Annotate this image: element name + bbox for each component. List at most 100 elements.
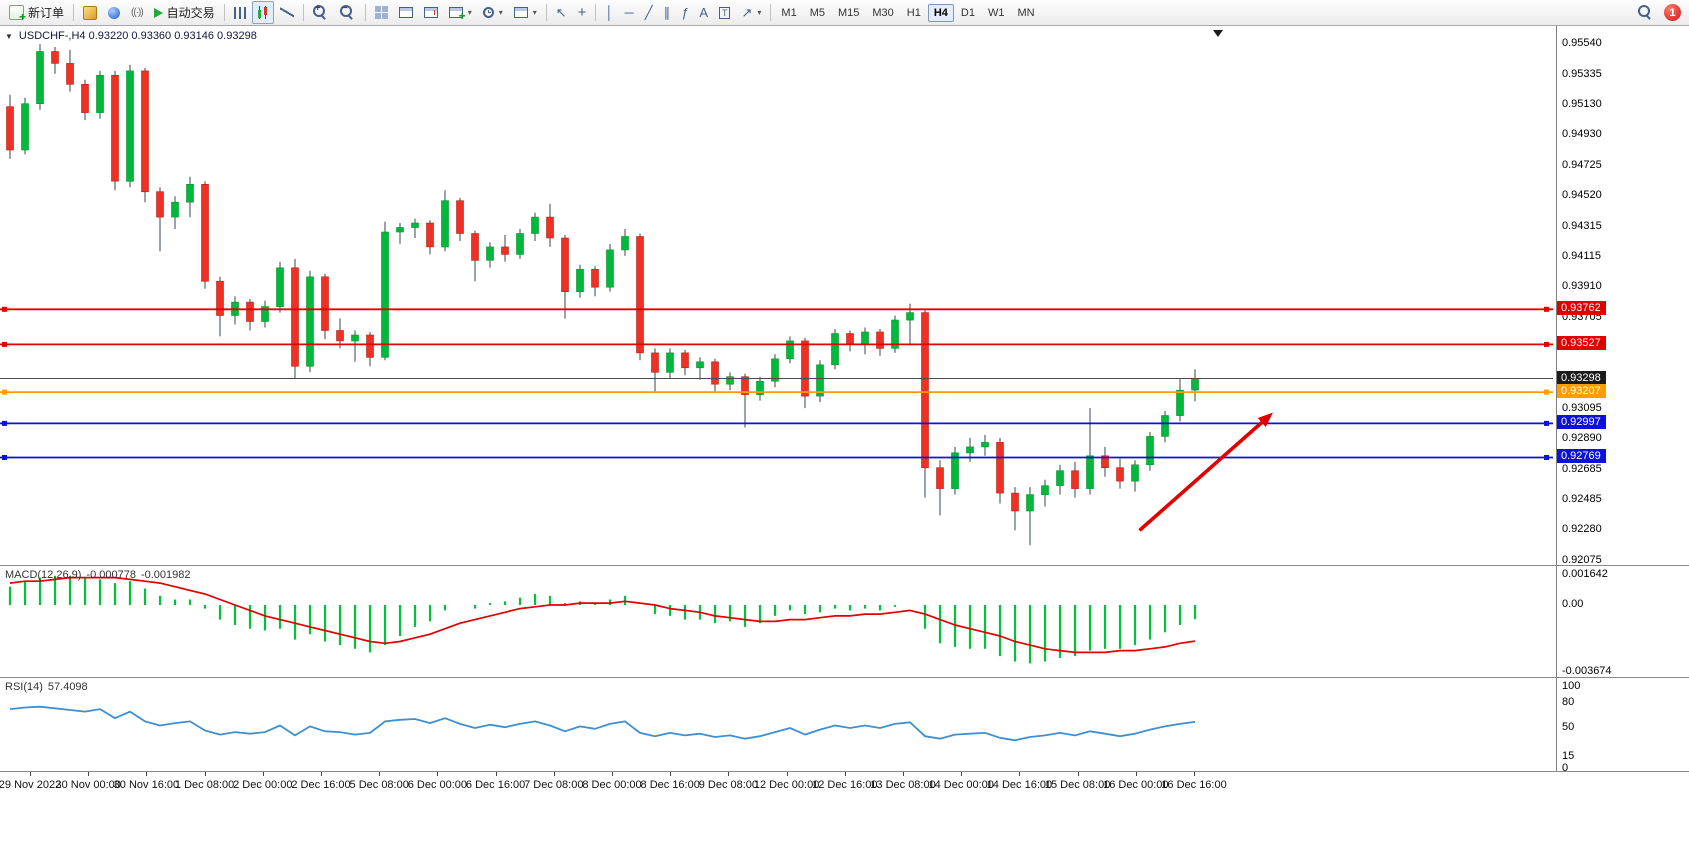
tile-windows-button[interactable] (370, 1, 393, 24)
new-order-icon (9, 5, 26, 24)
price-axis-label: 0.92280 (1562, 523, 1602, 536)
timeframe-m1-button[interactable]: M1 (781, 6, 797, 19)
bullish-candle-body (1056, 470, 1064, 486)
channel-button[interactable]: ∥ (659, 1, 676, 24)
bearish-candle-body (141, 70, 149, 193)
line-price-tag: 0.93207 (1557, 384, 1606, 399)
chart-window: 0.95540 0.95335 0.95130 0.94930 0.94725 0.945… (0, 26, 1689, 864)
chart-menu-icon[interactable]: ▼ (5, 31, 13, 41)
bullish-candle-body (606, 249, 614, 288)
bearish-candle-body (876, 331, 884, 349)
periods-button[interactable]: ▾ (478, 1, 508, 24)
line-handle[interactable] (2, 306, 7, 312)
chart-shift-button[interactable] (419, 1, 443, 24)
trendline-button[interactable]: ╱ (640, 1, 658, 24)
arrows-button[interactable]: ↗ ▾ (736, 1, 766, 24)
candlestick-chart[interactable] (0, 26, 1556, 565)
vertical-line-button[interactable]: │ (600, 1, 618, 24)
time-axis-tick (1019, 772, 1021, 776)
line-handle[interactable] (1544, 389, 1549, 395)
toolbar-separator (73, 4, 75, 21)
line-handle[interactable] (1544, 420, 1549, 426)
timeframe-mn-button[interactable]: MN (1017, 6, 1035, 19)
zoom-in-button[interactable] (308, 1, 334, 24)
main-chart-panel[interactable]: 0.95540 0.95335 0.95130 0.94930 0.94725 0.945… (0, 26, 1689, 566)
line-handle[interactable] (1544, 341, 1549, 347)
timeframe-d1-button[interactable]: D1 (960, 6, 975, 19)
time-axis-label: 2 Dec 16:00 (291, 779, 351, 791)
cursor-button[interactable]: ↖ (551, 1, 572, 24)
timeframe-h4-button[interactable]: H4 (927, 3, 954, 22)
data-window-icon (108, 7, 121, 19)
horizontal-line-button[interactable]: ─ (620, 1, 639, 24)
bullish-candle-body (771, 358, 779, 382)
text-button[interactable]: A (694, 1, 713, 24)
macd-chart[interactable] (0, 566, 1556, 677)
bullish-candle-body (1041, 485, 1049, 496)
data-window-button[interactable] (103, 1, 125, 24)
zoom-out-button[interactable] (335, 1, 361, 24)
rsi-chart[interactable] (0, 678, 1556, 771)
time-axis-tick (204, 772, 206, 776)
templates-button[interactable]: ▾ (509, 1, 542, 24)
market-watch-icon (83, 6, 98, 20)
chevron-down-icon: ▾ (757, 8, 762, 17)
timeframe-m5-button[interactable]: M5 (809, 6, 825, 19)
new-chart-button[interactable]: ▾ (444, 1, 477, 24)
price-axis[interactable]: 0.95540 0.95335 0.95130 0.94930 0.94725 0.945… (1556, 26, 1689, 566)
line-handle[interactable] (2, 455, 7, 460)
chart-line-button[interactable] (275, 1, 299, 24)
rsi-value: 57.4098 (47, 681, 88, 693)
trend-arrow-line[interactable] (1138, 421, 1263, 532)
time-axis-label: 29 Nov 2022 (0, 779, 62, 791)
bearish-candle-body (426, 222, 434, 248)
text-icon: A (699, 5, 708, 20)
autotrading-label: 自动交易 (166, 6, 215, 20)
bullish-candle-body (1176, 389, 1184, 416)
rsi-axis-label: 0 (1562, 762, 1569, 774)
bullish-candle-body (381, 231, 389, 358)
timeframe-w1-button[interactable]: W1 (987, 6, 1005, 19)
horizontal-line-icon: ─ (624, 5, 634, 20)
vertical-line-icon: │ (605, 5, 614, 20)
clock-icon (482, 7, 494, 18)
signals-button[interactable]: ((·)) (126, 1, 148, 24)
bullish-candle-body (621, 236, 629, 251)
line-handle[interactable] (2, 420, 7, 426)
macd-label: MACD(12,26,9) -0.000778 -0.001982 (5, 569, 191, 581)
chart-bars-button[interactable] (229, 1, 251, 24)
line-handle[interactable] (2, 389, 7, 395)
price-axis-label: 0.95335 (1562, 67, 1602, 80)
new-order-label: 新订单 (28, 6, 65, 20)
time-axis[interactable]: 29 Nov 2022 30 Nov 00:00 30 Nov 16:00 1 Dec… (0, 771, 1689, 797)
price-axis-label: 0.94115 (1562, 249, 1601, 262)
time-axis-label: 12 Dec 16:00 (812, 779, 878, 791)
chart-candles-button[interactable] (251, 1, 274, 24)
timeframe-m30-button[interactable]: M30 (872, 6, 894, 19)
fibonacci-button[interactable]: ƒ (676, 1, 693, 24)
time-axis-label: 7 Dec 08:00 (524, 779, 584, 791)
timeframe-m15-button[interactable]: M15 (837, 6, 860, 19)
text-label-button[interactable]: T (714, 1, 736, 24)
timeframe-h1-button[interactable]: H1 (906, 6, 921, 19)
market-watch-button[interactable] (78, 1, 102, 24)
price-axis-label: 0.93095 (1562, 401, 1602, 414)
crosshair-button[interactable]: + (573, 1, 592, 24)
macd-panel[interactable]: 0.001642 0.00 -0.003674 MACD(12,26,9) -0.00… (0, 565, 1689, 677)
trend-arrow-head[interactable] (1257, 412, 1273, 427)
new-order-button[interactable]: 新订单 (4, 1, 69, 24)
bullish-candle-body (441, 200, 449, 248)
rsi-panel[interactable]: 100 80 50 15 0 RSI(14) 57.4098 (0, 677, 1689, 774)
time-axis-tick (88, 772, 90, 776)
auto-scroll-button[interactable] (394, 1, 418, 24)
line-handle[interactable] (2, 341, 7, 347)
time-axis-label: 6 Dec 16:00 (465, 779, 526, 791)
notification-badge[interactable]: 1 (1664, 4, 1681, 21)
toolbar-separator (545, 4, 547, 21)
scroll-anchor-icon[interactable] (1213, 30, 1223, 37)
time-axis-tick (321, 772, 322, 776)
line-handle[interactable] (1544, 455, 1549, 460)
autotrading-button[interactable]: 自动交易 (149, 1, 220, 24)
search-button[interactable] (1633, 1, 1659, 24)
line-handle[interactable] (1544, 306, 1549, 312)
